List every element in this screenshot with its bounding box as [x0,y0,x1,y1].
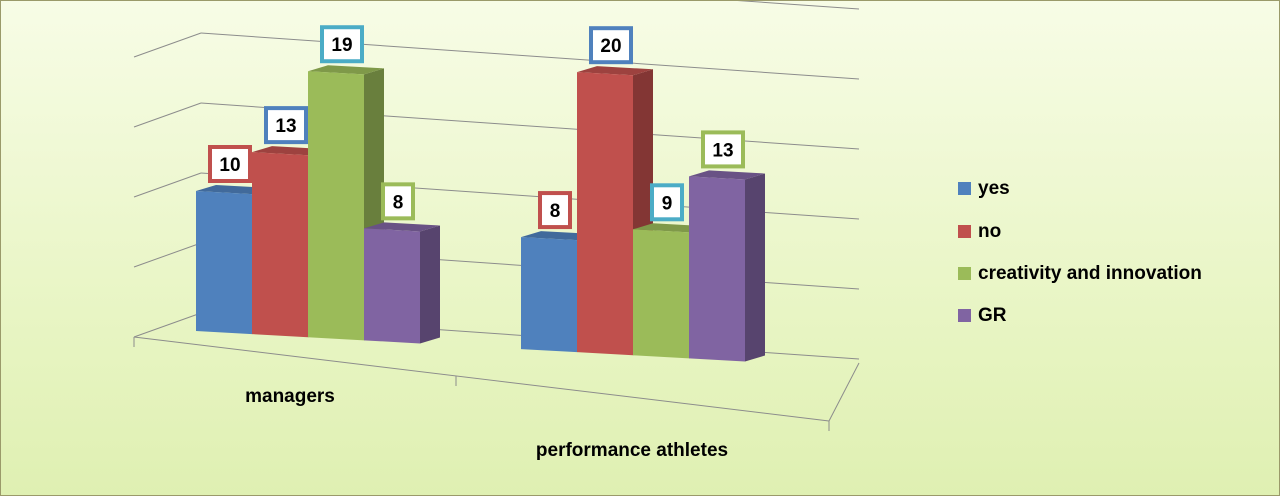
legend-swatch [958,309,971,322]
data-label-text: 9 [662,193,673,214]
legend-item: yes [958,178,1010,199]
data-label-box [650,183,684,222]
data-label-text: 10 [219,155,240,176]
gridline-wall [133,102,202,128]
category-labels: managers performance athletes [245,386,728,461]
bar-front [689,176,745,362]
bar-front [252,152,308,338]
legend-item: GR [958,305,1007,326]
data-label: 19 [320,25,364,64]
gridline-wall [133,242,202,268]
bar-top [308,65,384,75]
category-label: managers [245,386,335,407]
floor-edge [828,362,860,422]
bar-side [745,173,765,362]
legend-label: creativity and innovation [978,263,1202,284]
data-label-box [320,25,364,64]
gridline-wall [133,32,202,58]
data-label-text: 13 [712,140,733,161]
gridline [737,1,860,10]
category-label: performance athletes [536,440,728,461]
bar-gr-performance-athletes [689,170,765,362]
gridline-wall [133,312,202,338]
data-label: 10 [208,145,252,183]
bar-front [521,237,577,353]
legend-label: GR [978,305,1007,326]
data-label: 20 [589,26,633,65]
legend: yes no creativity and innovation GR [958,178,1202,326]
bar-front [577,72,633,356]
bar-front [633,229,689,359]
data-label-text: 13 [275,116,296,137]
bar-top [577,66,653,76]
legend-item: no [958,221,1001,242]
data-label-box [208,145,252,183]
data-label-text: 20 [600,36,621,57]
gridline [200,32,860,80]
data-label: 8 [381,182,415,221]
legend-item: creativity and innovation [958,263,1202,284]
legend-label: no [978,221,1001,242]
bar-gr-managers [364,222,440,344]
data-label-text: 19 [331,35,352,56]
bar-front [364,228,420,344]
data-labels: 10 13 19 8 8 20 9 13 [208,25,745,230]
category-axis [133,336,830,422]
bars [196,65,765,362]
bar-front [308,71,364,341]
bar-top [689,170,765,180]
data-label-box [538,191,572,230]
legend-swatch [958,267,971,280]
data-label: 9 [650,183,684,222]
data-label: 13 [264,106,308,145]
legend-swatch [958,225,971,238]
data-label-box [589,26,633,65]
data-label: 8 [538,191,572,230]
bar-front [196,191,252,335]
data-label: 13 [701,130,745,169]
legend-swatch [958,182,971,195]
bar-side [420,225,440,344]
data-label-box [701,130,745,169]
data-label-box [381,182,415,221]
gridline-wall [133,172,202,198]
data-label-box [264,106,308,145]
legend-label: yes [978,178,1010,199]
data-label-text: 8 [550,201,561,222]
data-label-text: 8 [393,192,404,213]
bar-top [364,222,440,232]
